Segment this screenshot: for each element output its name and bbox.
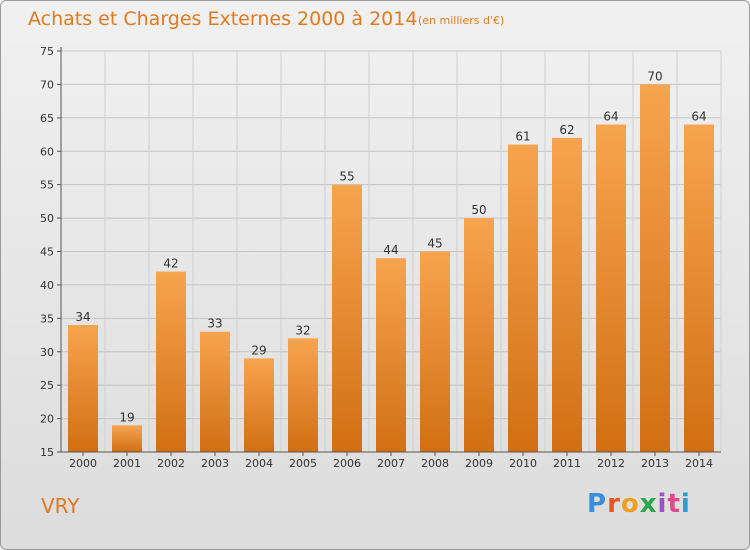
bar [244, 358, 274, 452]
y-tick-label: 65 [40, 112, 54, 125]
bar-value-label: 45 [427, 237, 442, 251]
y-tick-label: 40 [40, 279, 54, 292]
y-tick-label: 25 [40, 379, 54, 392]
x-tick-label: 2002 [157, 457, 185, 470]
brand-letter: i [657, 489, 668, 519]
brand-letter: i [680, 489, 691, 519]
bar-value-label: 64 [691, 110, 706, 124]
x-tick-label: 2009 [465, 457, 493, 470]
bar [552, 137, 582, 452]
bar [376, 258, 406, 452]
brand-logo: Proxiti [587, 489, 691, 519]
bar-value-label: 33 [207, 317, 222, 331]
bar-value-label: 42 [163, 257, 178, 271]
bar-value-label: 70 [647, 69, 662, 83]
bar [288, 338, 318, 452]
x-tick-label: 2012 [597, 457, 625, 470]
commune-name: VRY [41, 494, 80, 518]
brand-letter: o [620, 489, 640, 519]
x-tick-label: 2014 [685, 457, 713, 470]
y-tick-label: 30 [40, 346, 54, 359]
x-tick-label: 2001 [113, 457, 141, 470]
brand-letter: x [639, 489, 658, 519]
bar-value-label: 29 [251, 343, 266, 357]
y-tick-label: 55 [40, 179, 54, 192]
x-tick-label: 2000 [69, 457, 97, 470]
x-tick-label: 2003 [201, 457, 229, 470]
bar-value-label: 19 [119, 410, 134, 424]
y-tick-label: 20 [40, 413, 54, 426]
brand-letter: P [587, 489, 608, 519]
x-tick-label: 2005 [289, 457, 317, 470]
bar [464, 218, 494, 452]
bar-value-label: 55 [339, 170, 354, 184]
bar-value-label: 64 [603, 110, 618, 124]
y-tick-label: 45 [40, 246, 54, 259]
bar [200, 331, 230, 452]
x-tick-label: 2013 [641, 457, 669, 470]
bar-value-label: 34 [75, 310, 90, 324]
chart-subtitle: (en milliers d'€) [418, 14, 505, 27]
x-tick-label: 2011 [553, 457, 581, 470]
bar-value-label: 44 [383, 243, 398, 257]
bar [640, 84, 670, 453]
x-tick-label: 2008 [421, 457, 449, 470]
bar-value-label: 50 [471, 203, 486, 217]
bar [112, 425, 142, 452]
x-tick-label: 2004 [245, 457, 273, 470]
bar-value-label: 62 [559, 123, 574, 137]
y-tick-label: 75 [40, 45, 54, 58]
x-tick-label: 2007 [377, 457, 405, 470]
bar [684, 124, 714, 453]
y-tick-label: 70 [40, 78, 54, 91]
y-tick-label: 15 [40, 446, 54, 459]
bar [332, 184, 362, 452]
y-tick-label: 60 [40, 145, 54, 158]
bars: 34 19 42 33 29 32 55 44 45 50 61 62 64 70 64 [68, 69, 714, 453]
bar-value-label: 32 [295, 323, 310, 337]
bar [596, 124, 626, 453]
bar [156, 271, 186, 452]
brand-letter: r [607, 489, 621, 519]
x-tick-label: 2010 [509, 457, 537, 470]
y-tick-label: 35 [40, 312, 54, 325]
bar-value-label: 61 [515, 130, 530, 144]
chart-title: Achats et Charges Externes 2000 à 2014 [28, 8, 418, 30]
bar [508, 144, 538, 453]
bar [420, 251, 450, 452]
bar [68, 325, 98, 452]
x-tick-label: 2006 [333, 457, 361, 470]
y-tick-label: 50 [40, 212, 54, 225]
axes: 15 20 25 30 35 40 45 50 55 60 65 70 75 2000 2001 2002 20… [40, 45, 721, 470]
brand-letter: t [667, 489, 681, 519]
